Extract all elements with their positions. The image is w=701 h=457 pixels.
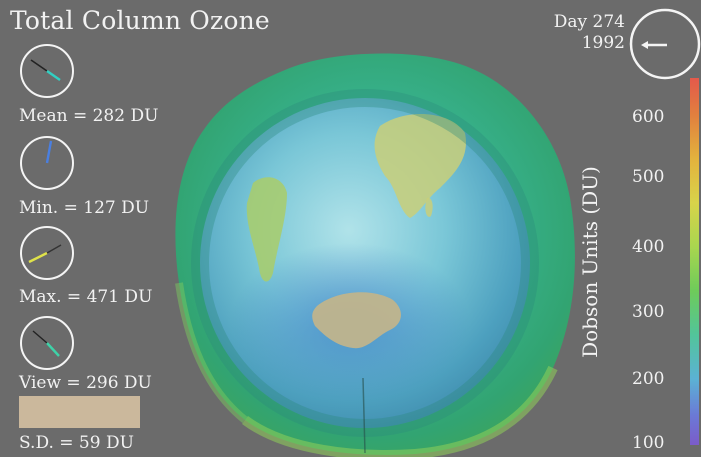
madagascar-landmass — [425, 197, 433, 217]
africa-landmass — [374, 113, 466, 218]
ozone-globe[interactable] — [165, 48, 580, 457]
mean-dial-icon — [20, 44, 74, 98]
colorbar-tick-500: 500 — [632, 167, 665, 187]
view-dial-icon — [20, 316, 74, 370]
season-clock-icon — [629, 8, 701, 80]
colorbar-tick-400: 400 — [632, 237, 665, 257]
south-america-landmass — [246, 177, 287, 282]
colorbar-tick-100: 100 — [632, 433, 665, 453]
page-title: Total Column Ozone — [10, 6, 270, 35]
year-label: 1992 — [581, 33, 625, 53]
max-label: Max. = 471 DU — [19, 287, 153, 307]
day-label: Day 274 — [553, 12, 625, 32]
min-dial-icon — [20, 136, 74, 190]
view-label: View = 296 DU — [19, 373, 152, 393]
colorbar-tick-600: 600 — [632, 107, 665, 127]
mean-label: Mean = 282 DU — [19, 106, 159, 126]
date-readout: Day 274 1992 — [554, 12, 625, 54]
sd-bar — [19, 396, 140, 428]
min-label: Min. = 127 DU — [19, 198, 150, 218]
sd-label: S.D. = 59 DU — [19, 433, 134, 453]
colorbar-title-text: Dobson Units (DU) — [578, 166, 602, 358]
colorbar-tick-300: 300 — [632, 302, 665, 322]
colorbar-tick-200: 200 — [632, 369, 665, 389]
max-dial-icon — [20, 226, 74, 280]
antarctica-landmass — [312, 292, 401, 349]
colorbar-gradient — [690, 78, 699, 445]
